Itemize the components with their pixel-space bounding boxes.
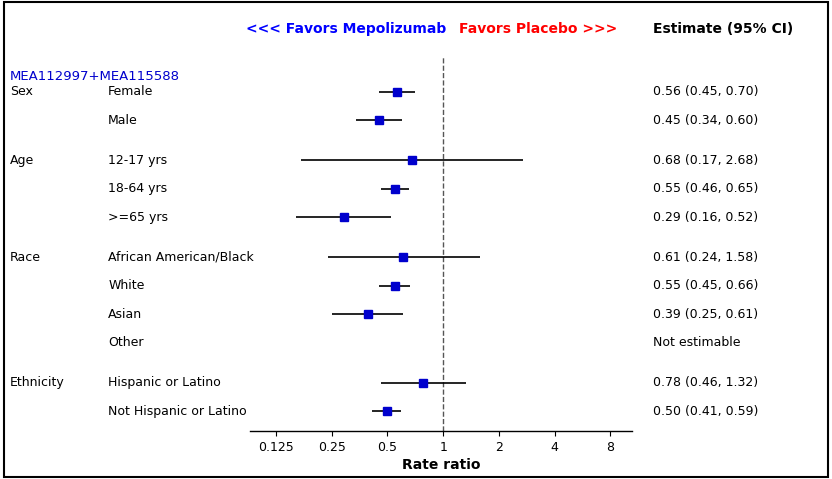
Text: Race: Race [10,251,41,263]
Text: Female: Female [108,85,154,98]
Text: Hispanic or Latino: Hispanic or Latino [108,376,221,389]
Text: Favors Placebo >>>: Favors Placebo >>> [458,22,617,36]
Text: 0.56 (0.45, 0.70): 0.56 (0.45, 0.70) [653,85,759,98]
Text: MEA112997+MEA115588: MEA112997+MEA115588 [10,69,180,82]
Text: 0.50 (0.41, 0.59): 0.50 (0.41, 0.59) [653,405,759,418]
Text: Age: Age [10,154,34,167]
Text: Sex: Sex [10,85,32,98]
Text: 0.39 (0.25, 0.61): 0.39 (0.25, 0.61) [653,308,758,320]
Text: African American/Black: African American/Black [108,251,254,263]
X-axis label: Rate ratio: Rate ratio [402,458,480,472]
Text: 18-64 yrs: 18-64 yrs [108,182,167,195]
Text: Not Hispanic or Latino: Not Hispanic or Latino [108,405,247,418]
Text: >=65 yrs: >=65 yrs [108,211,168,224]
Text: 0.45 (0.34, 0.60): 0.45 (0.34, 0.60) [653,114,759,127]
Text: Male: Male [108,114,138,127]
Text: Estimate (95% CI): Estimate (95% CI) [653,22,794,36]
Text: <<< Favors Mepolizumab: <<< Favors Mepolizumab [246,22,447,36]
Text: Ethnicity: Ethnicity [10,376,65,389]
Text: 12-17 yrs: 12-17 yrs [108,154,167,167]
Text: 0.61 (0.24, 1.58): 0.61 (0.24, 1.58) [653,251,758,263]
Text: 0.29 (0.16, 0.52): 0.29 (0.16, 0.52) [653,211,758,224]
Text: White: White [108,279,145,292]
Text: Other: Other [108,336,144,349]
Text: 0.68 (0.17, 2.68): 0.68 (0.17, 2.68) [653,154,759,167]
Text: 0.78 (0.46, 1.32): 0.78 (0.46, 1.32) [653,376,758,389]
Text: Not estimable: Not estimable [653,336,740,349]
Text: 0.55 (0.46, 0.65): 0.55 (0.46, 0.65) [653,182,759,195]
Text: 0.55 (0.45, 0.66): 0.55 (0.45, 0.66) [653,279,759,292]
Text: Asian: Asian [108,308,142,320]
